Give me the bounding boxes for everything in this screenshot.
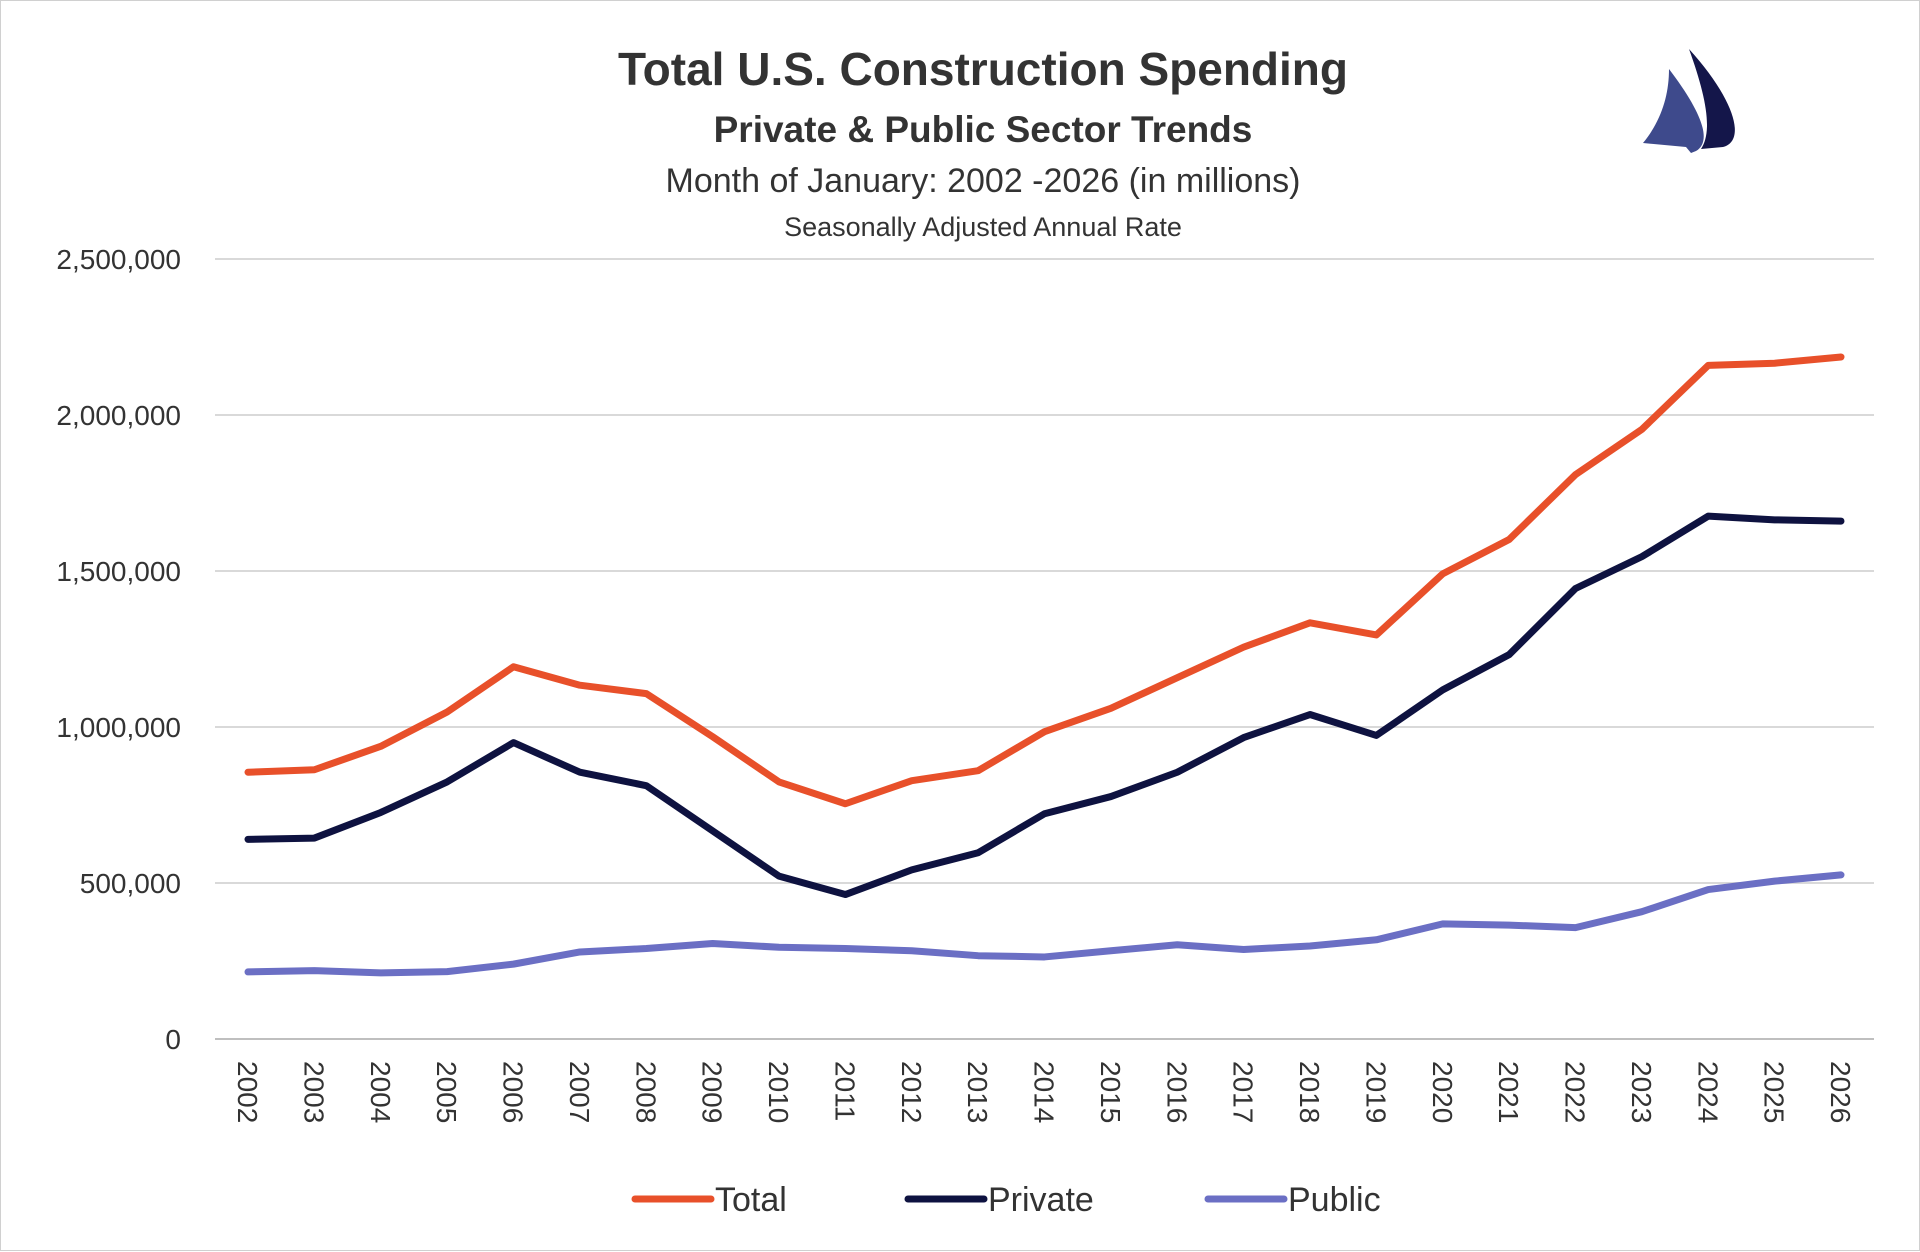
- chart-subtitle-period: Month of January: 2002 -2026 (in million…: [666, 162, 1301, 200]
- legend-label: Private: [988, 1181, 1094, 1219]
- legend-item-public: Public: [1208, 1181, 1381, 1219]
- x-tick-label: 2013: [962, 1061, 993, 1123]
- legend-label: Public: [1288, 1181, 1381, 1219]
- legend-label: Total: [715, 1181, 787, 1219]
- x-tick-label: 2010: [763, 1061, 794, 1123]
- x-tick-label: 2018: [1294, 1061, 1325, 1123]
- x-tick-label: 2021: [1493, 1061, 1524, 1123]
- chart-title: Total U.S. Construction Spending: [618, 43, 1348, 95]
- x-tick-label: 2024: [1692, 1061, 1723, 1123]
- y-tick-label: 1,000,000: [56, 712, 181, 743]
- series-line-total: [248, 357, 1841, 804]
- x-tick-label: 2012: [896, 1061, 927, 1123]
- x-tick-label: 2022: [1560, 1061, 1591, 1123]
- x-tick-label: 2019: [1360, 1061, 1391, 1123]
- x-tick-label: 2006: [498, 1061, 529, 1123]
- x-tick-label: 2017: [1228, 1061, 1259, 1123]
- legend-item-private: Private: [908, 1181, 1094, 1219]
- x-tick-label: 2009: [697, 1061, 728, 1123]
- x-tick-label: 2008: [630, 1061, 661, 1123]
- x-tick-label: 2003: [298, 1061, 329, 1123]
- x-tick-label: 2007: [564, 1061, 595, 1123]
- y-tick-label: 2,500,000: [56, 244, 181, 275]
- chart-subtitle-rate: Seasonally Adjusted Annual Rate: [784, 212, 1182, 242]
- x-tick-label: 2020: [1427, 1061, 1458, 1123]
- x-tick-label: 2016: [1161, 1061, 1192, 1123]
- x-tick-label: 2026: [1825, 1061, 1856, 1123]
- x-tick-label: 2002: [232, 1061, 263, 1123]
- x-tick-label: 2025: [1759, 1061, 1790, 1123]
- sailboat-logo-icon: [1643, 49, 1735, 153]
- x-tick-label: 2011: [829, 1061, 860, 1121]
- x-tick-label: 2004: [365, 1061, 396, 1123]
- y-tick-label: 0: [165, 1024, 181, 1055]
- x-tick-label: 2023: [1626, 1061, 1657, 1123]
- y-tick-label: 500,000: [80, 868, 181, 899]
- y-tick-label: 1,500,000: [56, 556, 181, 587]
- series-line-private: [248, 516, 1841, 894]
- series-line-public: [248, 875, 1841, 973]
- legend-item-total: Total: [635, 1181, 787, 1219]
- x-tick-label: 2014: [1029, 1061, 1060, 1123]
- chart-subtitle: Private & Public Sector Trends: [714, 109, 1253, 150]
- x-tick-label: 2005: [431, 1061, 462, 1123]
- x-tick-label: 2015: [1095, 1061, 1126, 1123]
- y-tick-label: 2,000,000: [56, 400, 181, 431]
